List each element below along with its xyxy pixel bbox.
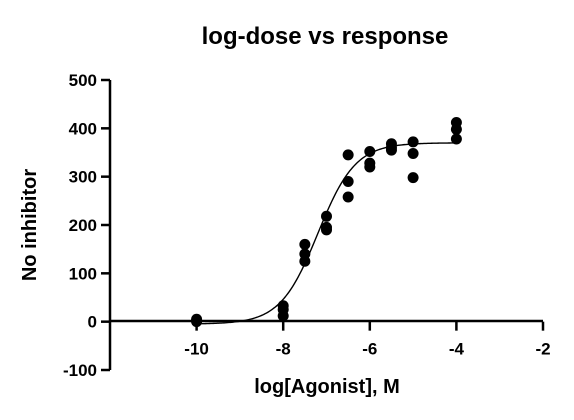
y-tick-label: 100 — [69, 264, 97, 283]
data-point — [407, 147, 419, 159]
y-tick-label: 0 — [88, 313, 97, 332]
data-point — [277, 310, 289, 322]
y-tick-label: 300 — [69, 168, 97, 187]
data-point — [299, 255, 311, 267]
y-tick-label: 500 — [69, 71, 97, 90]
chart-title: log-dose vs response — [202, 23, 449, 50]
data-point — [321, 210, 332, 222]
data-point — [385, 144, 397, 156]
y-axis-label: No inhibitor — [19, 169, 41, 281]
data-point — [342, 191, 354, 203]
y-tick-label: -100 — [63, 361, 97, 380]
data-point — [299, 238, 311, 250]
x-tick-label: -2 — [535, 340, 550, 359]
x-axis-label: log[Agonist], M — [254, 376, 400, 398]
data-point — [450, 123, 462, 135]
data-points — [191, 117, 462, 328]
data-point — [191, 316, 203, 328]
data-point — [407, 136, 419, 148]
x-tick-label: -6 — [362, 340, 377, 359]
x-ticks: -10 -8 -6 -4 -2 — [184, 321, 551, 359]
x-tick-label: -8 — [276, 340, 291, 359]
data-point — [321, 224, 332, 236]
y-ticks: -100 0 100 200 300 400 500 — [63, 71, 110, 380]
data-point — [342, 176, 354, 187]
y-tick-label: 400 — [69, 119, 97, 138]
x-tick-label: -10 — [184, 340, 209, 359]
y-tick-label: 200 — [69, 216, 97, 235]
data-point — [342, 149, 354, 161]
data-point — [364, 161, 376, 173]
x-tick-label: -4 — [449, 340, 465, 359]
data-point — [407, 172, 419, 184]
data-point — [450, 133, 462, 145]
data-point — [364, 146, 376, 158]
